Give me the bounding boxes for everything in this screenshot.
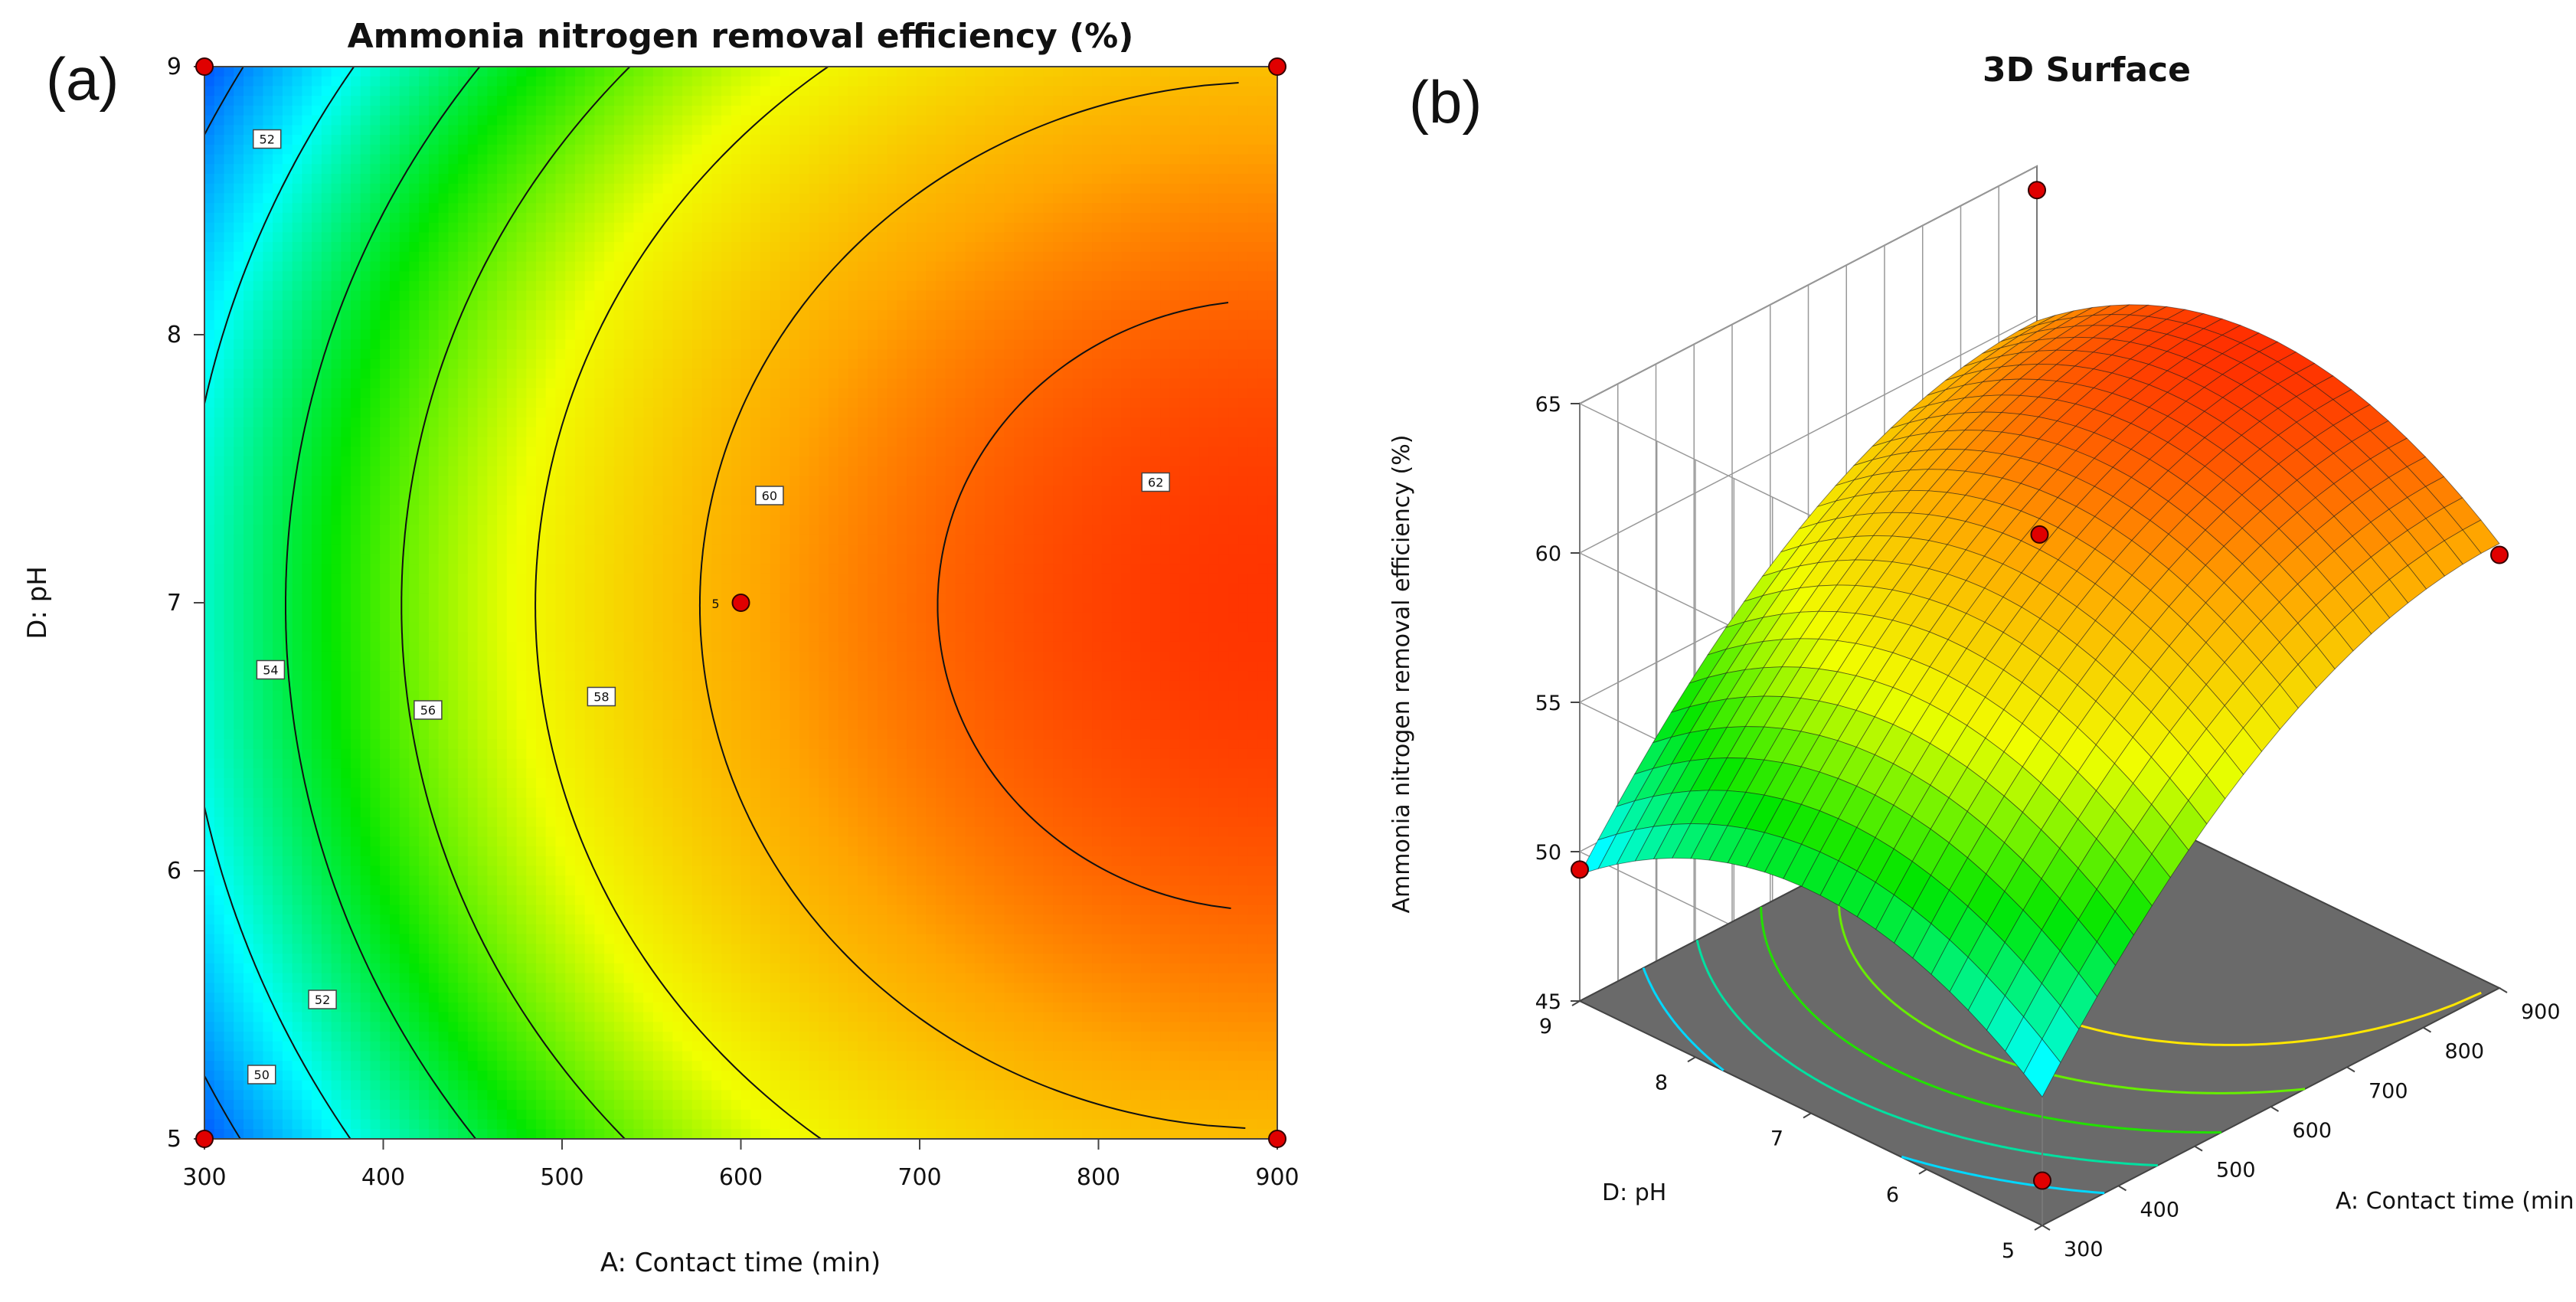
surface-plot-title: 3D Surface	[1983, 51, 2191, 90]
design-point	[195, 1130, 214, 1148]
surface-design-point	[1571, 860, 1589, 879]
y-axis-ticks: 5 6 7 8 9	[167, 54, 204, 1153]
surface-x-axis-label: A: Contact time (min)	[2336, 1188, 2576, 1215]
contour-level-label: 52	[308, 990, 337, 1009]
y-tick-label: 7	[167, 590, 181, 617]
contour-lines	[204, 67, 1246, 1139]
x-tick-label: 400	[361, 1164, 405, 1191]
contour-labels: 52 54 56 58 60 62 52 50	[247, 129, 1170, 1084]
surface-z-axis-label: Ammonia nitrogen removal efficiency (%)	[1388, 435, 1415, 914]
contour-line	[204, 67, 355, 1139]
surface-y-tick-label: 7	[1770, 1127, 1783, 1151]
x-axis-label: A: Contact time (min)	[600, 1248, 881, 1278]
surface-z-tick-label: 65	[1535, 393, 1561, 417]
panel-b-label: (b)	[1409, 68, 1482, 136]
panel-a-label: (a)	[46, 45, 119, 113]
replicate-count-label: 5	[711, 597, 719, 611]
contour-line	[285, 67, 481, 1139]
surface-x-tick-label: 500	[2216, 1159, 2256, 1183]
contour-level-label: 52	[252, 129, 282, 149]
contour-line	[698, 82, 1246, 1129]
contour-level-label: 54	[256, 659, 286, 680]
surface-y-tick-label: 6	[1886, 1183, 1899, 1207]
surface-design-point	[2028, 181, 2046, 200]
contour-line	[400, 67, 631, 1139]
x-tick-label: 600	[719, 1164, 763, 1191]
floor-contour-line	[1837, 862, 2306, 1094]
design-points: 5	[195, 57, 1286, 1148]
contour-level-label: 56	[414, 700, 443, 720]
design-point	[195, 57, 214, 76]
contour-level-label: 58	[587, 686, 616, 707]
surface-x-tick-label: 800	[2445, 1040, 2485, 1064]
x-tick-label: 700	[897, 1164, 941, 1191]
surface-design-point	[2490, 545, 2509, 564]
contour-level-label: 62	[1141, 472, 1170, 492]
y-tick-label: 9	[167, 54, 181, 80]
contour-line	[937, 302, 1231, 909]
surface-z-tick-label: 45	[1535, 990, 1561, 1014]
contour-line	[534, 67, 829, 1139]
surface-design-point	[2033, 1171, 2051, 1190]
surface-x-tick-label: 600	[2293, 1119, 2332, 1143]
x-tick-label: 800	[1077, 1164, 1120, 1191]
response-surface	[1579, 304, 2500, 1098]
surface-z-tick-label: 55	[1535, 692, 1561, 715]
design-point	[731, 594, 750, 612]
surface-design-point	[2030, 525, 2049, 544]
surface-y-tick-label: 9	[1539, 1015, 1552, 1039]
surface-axis-ticks: 300 400 500 600 700 800 900 5 6 7 8 945 50 55 60 65	[1535, 393, 2561, 1263]
surface-y-tick-label: 5	[2002, 1239, 2015, 1263]
contour-level-label: 50	[247, 1065, 276, 1084]
x-tick-label: 500	[540, 1164, 584, 1191]
contour-level-label: 60	[755, 486, 784, 505]
contour-color-field	[204, 67, 1277, 1139]
floor-contour-line	[1695, 940, 2158, 1167]
surface-x-tick-label: 400	[2140, 1198, 2180, 1222]
y-tick-label: 6	[167, 858, 181, 885]
floor-contour-line	[1642, 967, 2105, 1195]
surface-design-points	[1571, 181, 2509, 1190]
surface-x-tick-label: 700	[2368, 1079, 2408, 1103]
y-tick-label: 5	[167, 1126, 181, 1153]
surface-y-tick-label: 8	[1655, 1071, 1668, 1094]
surface-z-tick-label: 60	[1535, 542, 1561, 566]
x-tick-label: 300	[182, 1164, 226, 1191]
design-point	[1268, 57, 1286, 76]
surface-x-tick-label: 300	[2064, 1238, 2104, 1261]
surface-z-tick-label: 50	[1535, 841, 1561, 865]
floor-contour-line	[1760, 907, 2221, 1134]
contour-plot-panel: (a) Ammonia nitrogen removal efficiency …	[22, 17, 1299, 1278]
surface-y-axis-label: D: pH	[1602, 1179, 1666, 1206]
contour-plot-title: Ammonia nitrogen removal efficiency (%)	[348, 17, 1134, 56]
y-axis-label: D: pH	[22, 566, 53, 640]
design-point	[1268, 1130, 1286, 1148]
y-tick-label: 8	[167, 322, 181, 348]
x-tick-label: 900	[1255, 1164, 1299, 1191]
surface-x-tick-label: 900	[2521, 1000, 2561, 1024]
x-axis-ticks: 300 400 500 600 700 800 900	[182, 1139, 1299, 1191]
surface-plot-panel: (b) 3D Surface 300 400 500 600 700 800 900 5 6 7 8…	[1388, 51, 2576, 1263]
